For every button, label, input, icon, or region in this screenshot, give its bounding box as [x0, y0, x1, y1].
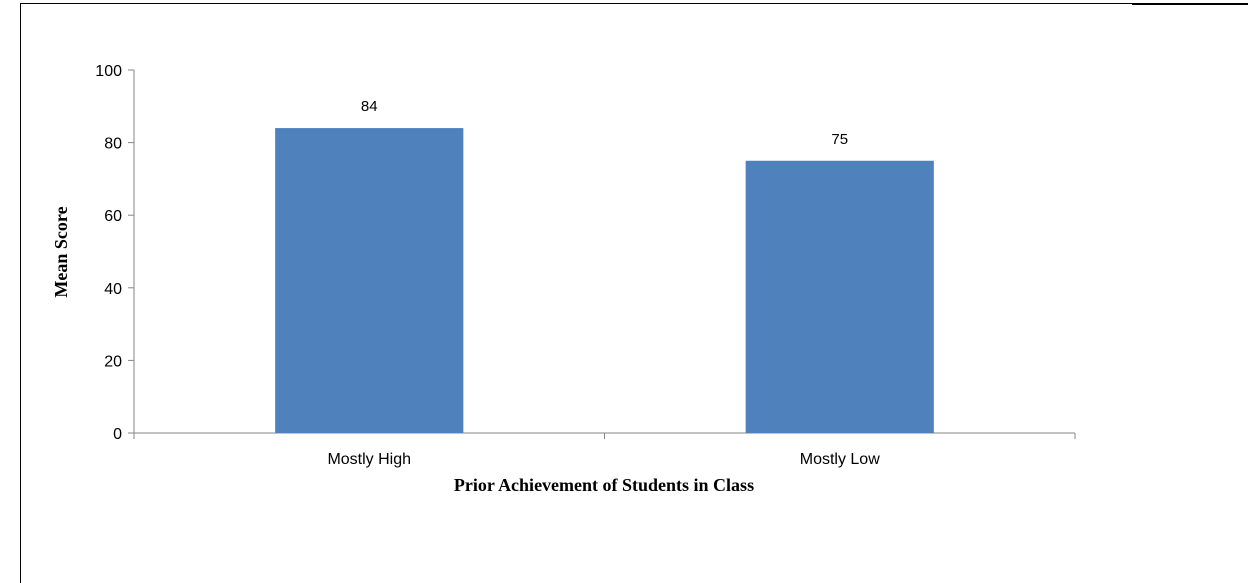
x-axis-title: Prior Achievement of Students in Class	[454, 475, 754, 495]
top-right-rule	[1132, 3, 1248, 5]
y-tick-label: 80	[104, 136, 122, 153]
x-axis: Mostly High Mostly Low	[133, 432, 1076, 468]
y-tick-label: 20	[104, 353, 122, 370]
bar-data-label: 75	[831, 131, 848, 148]
y-tick-label: 40	[104, 281, 122, 298]
bar	[275, 128, 464, 433]
y-axis-title: Mean Score	[51, 206, 71, 297]
bar	[745, 160, 934, 433]
data-labels: 84 75	[361, 98, 848, 148]
x-category-label: Mostly High	[327, 451, 411, 468]
y-axis: 0 20 40 60 80 100	[95, 63, 135, 443]
chart-frame	[20, 3, 1248, 583]
y-tick-label: 60	[104, 208, 122, 225]
bars	[275, 128, 934, 433]
y-tick-label: 100	[95, 63, 122, 80]
x-category-label: Mostly Low	[800, 451, 880, 468]
bar-data-label: 84	[361, 98, 378, 115]
y-tick-label: 0	[113, 426, 122, 443]
